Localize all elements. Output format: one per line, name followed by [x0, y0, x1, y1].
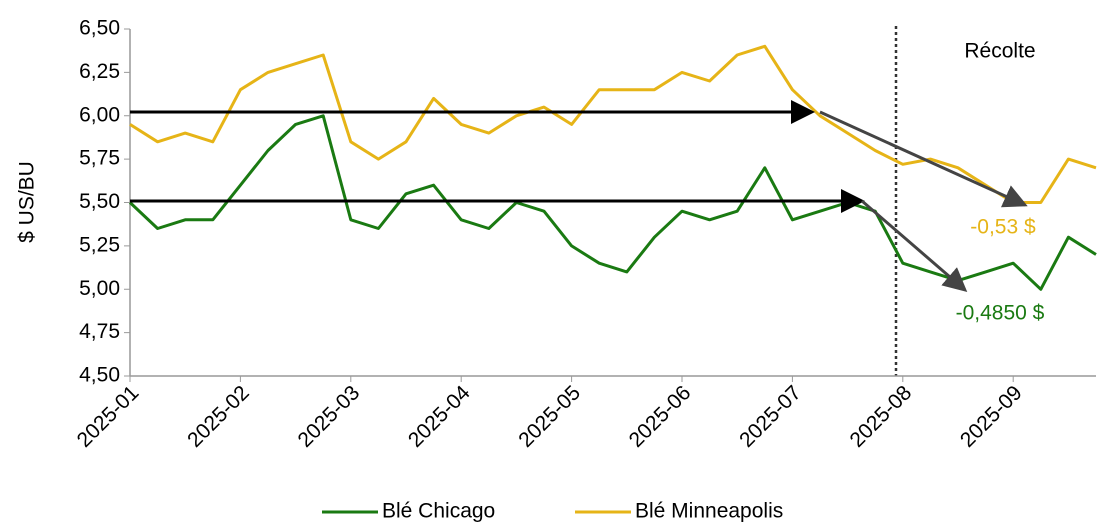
y-tick-label: 5,25	[79, 233, 120, 256]
x-tick-label: 2025-03	[293, 381, 364, 452]
x-tick-label: 2025-09	[956, 381, 1027, 452]
legend-label: Blé Chicago	[382, 500, 495, 523]
x-tick-label: 2025-01	[73, 381, 144, 452]
y-tick-label: 4,50	[79, 364, 120, 387]
y-tick-label: 5,50	[79, 190, 120, 213]
x-tick-label: 2025-06	[625, 381, 696, 452]
x-tick-label: 2025-07	[735, 381, 806, 452]
y-tick-label: 4,75	[79, 320, 120, 343]
y-tick-label: 6,00	[79, 103, 120, 126]
annotation: -0,4850 $	[956, 302, 1045, 325]
arrow	[861, 199, 968, 292]
annotation: -0,53 $	[970, 216, 1036, 239]
data-line	[129, 44, 1097, 204]
annotation: Récolte	[964, 40, 1035, 63]
x-tick-label: 2025-04	[404, 381, 475, 452]
legend-label: Blé Minneapolis	[635, 500, 783, 523]
x-tick-label: 2025-08	[845, 381, 916, 452]
x-tick-label: 2025-05	[514, 381, 585, 452]
y-axis-label: $ US/BU	[16, 161, 39, 243]
y-tick-label: 5,75	[79, 147, 120, 170]
y-tick-label: 5,00	[79, 277, 120, 300]
y-tick-label: 6,50	[79, 17, 120, 40]
x-tick-label: 2025-02	[183, 381, 254, 452]
data-line	[128, 114, 1097, 291]
y-tick-label: 6,25	[79, 60, 120, 83]
arrow	[819, 110, 1028, 208]
